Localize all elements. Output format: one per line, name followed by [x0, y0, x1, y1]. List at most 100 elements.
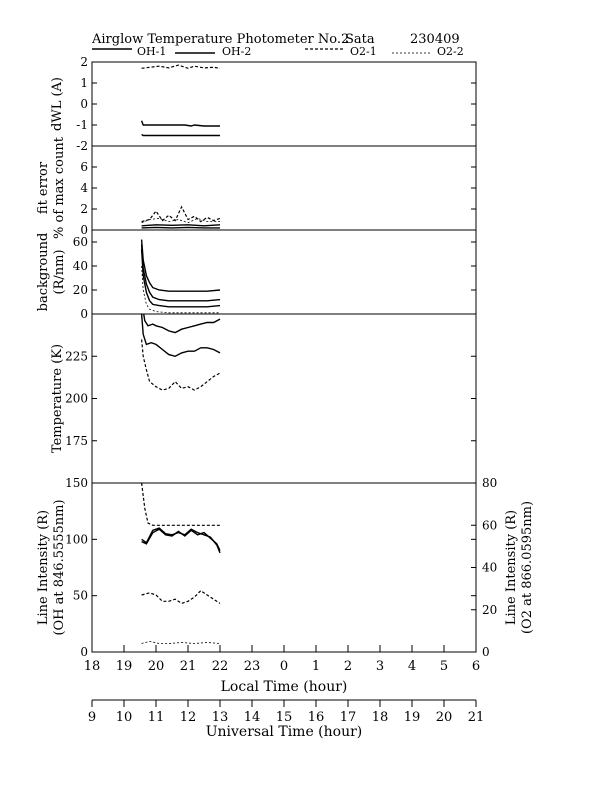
y-tick-label: 4	[80, 181, 88, 195]
y-tick-label: 0	[80, 223, 88, 237]
y-tick-label: 225	[65, 349, 88, 363]
y-tick-label: 2	[80, 55, 88, 69]
x-tick-label-ut: 15	[276, 710, 293, 725]
x-tick-label-ut: 12	[180, 710, 197, 725]
y-tick-label: 2	[80, 202, 88, 216]
panel-1: -2 -1 0 1 2 dWL (A)	[50, 55, 477, 153]
plot-frame	[91, 145, 477, 231]
site-name: Sata	[345, 32, 375, 47]
x-tick-label-ut: 16	[308, 710, 325, 725]
y-tick-label-right: 20	[482, 603, 497, 617]
y-tick-label-right: 60	[482, 518, 497, 532]
x-tick-label-local: 23	[244, 659, 261, 674]
series-line	[141, 224, 221, 227]
series-line	[141, 133, 220, 137]
x-tick-label-ut: 18	[372, 710, 389, 725]
series-line	[141, 589, 221, 605]
date-label: 230409	[410, 32, 460, 47]
x-tick-label-ut: 19	[404, 710, 421, 725]
y-tick-label-right: 0	[482, 645, 490, 659]
series-line	[141, 339, 221, 391]
series-line	[140, 244, 221, 302]
chart-title: Airglow Temperature Photometer No.2	[91, 32, 349, 47]
series-line	[141, 226, 220, 229]
y-axis-label: Line Intensity (R)	[36, 510, 51, 625]
x-tick-label-local: 1	[312, 659, 320, 674]
series-group	[140, 314, 221, 391]
x-tick-label-local: 19	[116, 659, 133, 674]
panel-3: 0 20 40 60 background (R/nm)	[36, 229, 477, 321]
series-line	[140, 239, 221, 292]
y-tick-label: 0	[80, 307, 88, 321]
x-tick-label-local: 5	[440, 659, 448, 674]
x-tick-label-local: 2	[344, 659, 352, 674]
series-line	[141, 527, 221, 554]
y-axis-label: Temperature (K)	[50, 344, 65, 453]
y-tick-label: 200	[65, 392, 88, 406]
series-line	[141, 64, 221, 69]
x-axis-label-ut: Universal Time (hour)	[206, 724, 363, 740]
y-axis-label-line2: (R/nm)	[52, 249, 67, 294]
y-tick-label: 0	[80, 645, 88, 659]
x-tick-label-ut: 20	[436, 710, 453, 725]
y-axis-label-right-line2: (O2 at 866.0595nm)	[520, 501, 535, 634]
x-tick-label-local: 0	[280, 659, 288, 674]
panels: -2 -1 0 1 2 dWL (A) 0 2 4 6 fit error% of max coun…	[36, 55, 535, 659]
series-line	[141, 265, 220, 314]
y-tick-label: 150	[65, 476, 88, 490]
y-tick-label: 1	[80, 76, 88, 90]
series-group	[141, 483, 221, 644]
y-tick-label: 50	[73, 589, 88, 603]
x-tick-label-local: 6	[472, 659, 480, 674]
y-tick-label: 175	[65, 434, 88, 448]
x-tick-label-ut: 9	[88, 710, 96, 725]
x-tick-label-local: 18	[84, 659, 101, 674]
x-tick-label-local: 21	[180, 659, 197, 674]
y-tick-label-right: 80	[482, 476, 497, 490]
series-line	[141, 205, 221, 223]
x-tick-label-ut: 14	[244, 710, 261, 725]
series-group	[141, 205, 221, 229]
y-tick-label: -1	[76, 118, 88, 132]
y-axis-label-line2: (OH at 846.5555nm)	[52, 499, 67, 635]
y-axis-label: fit error	[36, 161, 51, 214]
series-line	[141, 528, 221, 551]
series-line	[141, 483, 220, 526]
y-tick-label: 20	[73, 283, 88, 297]
y-axis-label-right: Line Intensity (R)	[504, 510, 519, 625]
x-tick-label-ut: 21	[468, 710, 485, 725]
plot-frame	[91, 313, 477, 484]
x-axis-label-local: Local Time (hour)	[221, 679, 348, 695]
series-line	[140, 314, 221, 358]
y-axis-label-line2: % of max count	[52, 136, 67, 239]
series-line	[143, 314, 221, 334]
legend-label: OH-1	[137, 45, 166, 58]
plot-frame	[91, 482, 477, 653]
series-group	[140, 239, 221, 314]
y-tick-label-right: 40	[482, 561, 497, 575]
y-tick-label: -2	[76, 139, 88, 153]
y-axis-label: dWL (A)	[50, 77, 65, 131]
series-line	[140, 120, 220, 127]
y-tick-label: 60	[73, 235, 88, 249]
plot-frame	[91, 61, 477, 147]
x-tick-label-local: 3	[376, 659, 384, 674]
x-tick-label-local: 20	[148, 659, 165, 674]
y-tick-label: 0	[80, 97, 88, 111]
x-tick-label-ut: 11	[148, 710, 165, 725]
series-line	[141, 217, 220, 224]
series-line	[140, 249, 221, 308]
y-tick-label: 6	[80, 160, 88, 174]
legend-label: OH-2	[222, 45, 251, 58]
legend-label: O2-1	[350, 45, 377, 58]
x-tick-label-ut: 10	[116, 710, 133, 725]
x-tick-label-ut: 17	[340, 710, 357, 725]
series-line	[141, 640, 221, 644]
series-group	[140, 64, 221, 137]
y-axis-label: background	[36, 233, 51, 312]
y-tick-label: 100	[65, 532, 88, 546]
